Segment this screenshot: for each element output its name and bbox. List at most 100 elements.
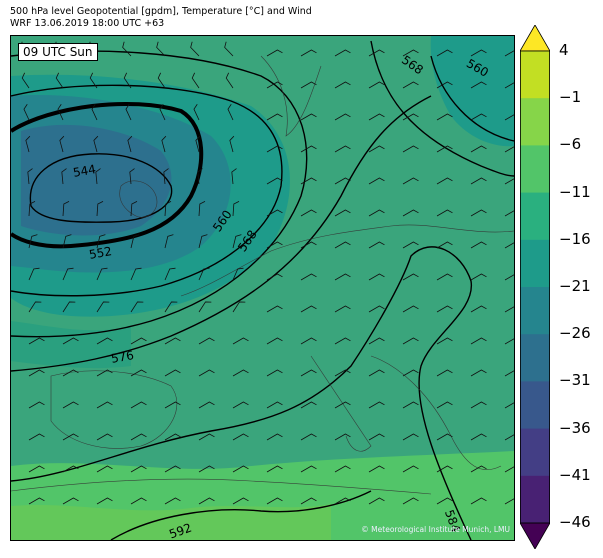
contour-552-thick [11, 102, 204, 249]
wind-barb [266, 305, 283, 313]
wind-barb [164, 301, 178, 313]
wind-barb [504, 433, 514, 441]
wind-barb [402, 49, 419, 57]
wind-barb [402, 241, 419, 249]
colorbar-band [520, 428, 550, 477]
wind-barb [164, 337, 181, 345]
wind-barb [402, 113, 419, 121]
wind-barb [402, 401, 419, 409]
wind-barb [402, 337, 419, 345]
wind-barb [402, 369, 419, 377]
wind-barb [368, 273, 385, 281]
wind-barb [368, 465, 385, 473]
chart-title-line1: 500 hPa level Geopotential [gpdm], Tempe… [10, 6, 312, 17]
wind-barb [28, 201, 36, 217]
wind-barb [225, 72, 234, 89]
wind-barb [266, 433, 283, 441]
wind-barb [436, 209, 453, 217]
wind-barb [266, 369, 283, 377]
wind-barb [300, 241, 317, 249]
wind-barb [198, 201, 206, 217]
colorbar-band [520, 98, 550, 146]
wind-barb [402, 433, 419, 441]
wind-barbs [20, 41, 514, 505]
wind-barb [198, 497, 215, 505]
wind-barb [193, 104, 200, 121]
wind-barb [436, 145, 453, 153]
contour-576 [11, 95, 432, 372]
wind-barb [91, 104, 98, 121]
wind-barb [300, 145, 317, 153]
wind-barb [232, 465, 249, 473]
wind-barb [300, 305, 317, 313]
wind-barb [28, 401, 45, 409]
wind-barb [232, 267, 244, 281]
wind-barb [368, 401, 385, 409]
colorbar-tick-label: −16 [559, 229, 591, 248]
wind-barb [504, 401, 514, 409]
wind-barb [198, 301, 212, 313]
wind-barb [334, 465, 351, 473]
temperature-field-cold-core [21, 124, 172, 236]
contour-584 [11, 246, 472, 540]
wind-barb [334, 113, 351, 121]
wind-barb [96, 301, 110, 313]
contour-544 [29, 153, 173, 223]
contour-568-ne [370, 40, 514, 177]
wind-barb [164, 201, 172, 217]
contour-568-west [11, 50, 308, 338]
wind-barb [198, 401, 215, 409]
wind-barb [164, 267, 176, 281]
contour-560-ne [430, 55, 514, 142]
wind-barb [96, 401, 113, 409]
wind-barb [231, 168, 237, 185]
wind-barb [470, 209, 487, 217]
colorbar-tick-label: −31 [559, 371, 591, 390]
wind-barb [470, 49, 487, 57]
wind-barb [266, 241, 283, 249]
wind-barb [130, 267, 142, 281]
wind-barb [62, 465, 79, 473]
colorbar-tick-label: −1 [559, 88, 582, 107]
wind-barb [89, 72, 98, 89]
wind-barb [224, 41, 234, 57]
wind-barb [27, 168, 33, 185]
contour-592 [110, 490, 372, 540]
wind-barb [470, 241, 487, 249]
wind-barb [300, 401, 317, 409]
wind-barb [190, 41, 200, 57]
wind-barb [300, 337, 317, 345]
wind-barb [436, 305, 453, 313]
wind-barb [402, 145, 419, 153]
wind-barb [334, 401, 351, 409]
wind-barb [130, 401, 147, 409]
colorbar-tick-label: −11 [559, 182, 591, 201]
colorbar-band [520, 51, 550, 99]
wind-barb [195, 135, 201, 153]
colorbar-band [520, 381, 550, 430]
wind-barb [28, 301, 42, 313]
wind-barb [191, 72, 200, 89]
credit-text: © Meteorological Institute Munich, LMU [361, 525, 510, 534]
weather-map: 544 552 560 568 568 560 576 584 592 09 UTC Sun ©… [10, 35, 515, 541]
valid-time-label: 09 UTC Sun [18, 43, 98, 61]
wind-barb [127, 135, 133, 153]
wind-barb [229, 135, 235, 153]
wind-barb [300, 113, 317, 121]
wind-barb [368, 177, 385, 185]
wind-barb [266, 497, 283, 505]
wind-barb [368, 497, 385, 505]
wind-barb [156, 41, 166, 57]
wind-barb [23, 104, 30, 121]
wind-barb [470, 177, 487, 185]
wind-barb [504, 273, 514, 281]
wind-barb [334, 177, 351, 185]
wind-barb [266, 401, 283, 409]
wind-barb [62, 267, 74, 281]
wind-barb [470, 465, 487, 473]
wind-barb [470, 81, 487, 89]
wind-barb [62, 401, 79, 409]
wind-barb [504, 497, 514, 505]
temperature-field-south-2 [11, 504, 331, 540]
colorbar-tick-label: 4 [559, 41, 569, 59]
